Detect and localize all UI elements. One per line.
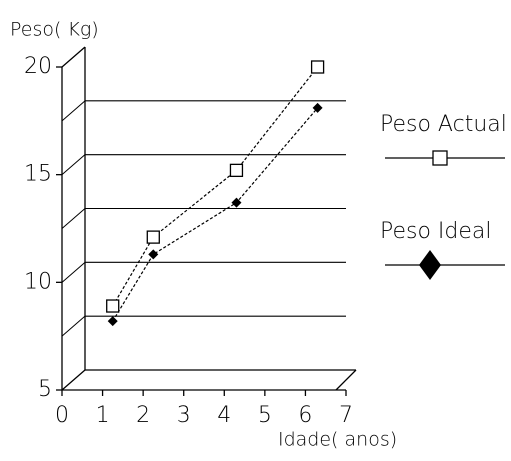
grid-depth	[61, 154, 86, 176]
marker	[148, 249, 159, 260]
y-tick-label: 10	[24, 269, 52, 294]
floor-right	[335, 369, 357, 391]
marker	[107, 316, 118, 327]
y-axis-label: Peso( Kg)	[10, 19, 99, 41]
marker	[106, 299, 120, 313]
grid-depth	[61, 315, 86, 337]
x-tick-label: 2	[136, 403, 150, 428]
x-tick-label: 6	[298, 403, 312, 428]
legend-label: Peso Actual	[380, 112, 507, 137]
marker	[231, 197, 242, 208]
grid-depth	[61, 100, 86, 122]
x-tick-label: 5	[258, 403, 272, 428]
x-tick-label: 0	[55, 403, 69, 428]
marker	[146, 230, 160, 244]
floor-left	[61, 369, 86, 391]
marker	[312, 102, 323, 113]
y-tick-label: 5	[38, 377, 52, 402]
y-tick-label: 15	[24, 162, 52, 187]
legend-label: Peso Ideal	[380, 219, 492, 244]
marker	[229, 163, 244, 178]
x-tick-label: 3	[177, 403, 191, 428]
x-tick-label: 1	[96, 403, 110, 428]
y-tick-label: 20	[24, 54, 52, 79]
x-tick-label: 7	[339, 403, 353, 428]
axis-top-depth	[61, 46, 86, 68]
series-line	[112, 66, 319, 307]
marker	[310, 60, 325, 74]
series-line	[112, 107, 319, 322]
grid-depth	[61, 208, 86, 229]
grid-depth	[61, 261, 86, 283]
x-tick-label: 4	[217, 403, 231, 428]
x-axis-label: Idade( anos)	[278, 429, 397, 451]
legend-marker	[419, 250, 441, 280]
legend-marker	[432, 150, 448, 166]
